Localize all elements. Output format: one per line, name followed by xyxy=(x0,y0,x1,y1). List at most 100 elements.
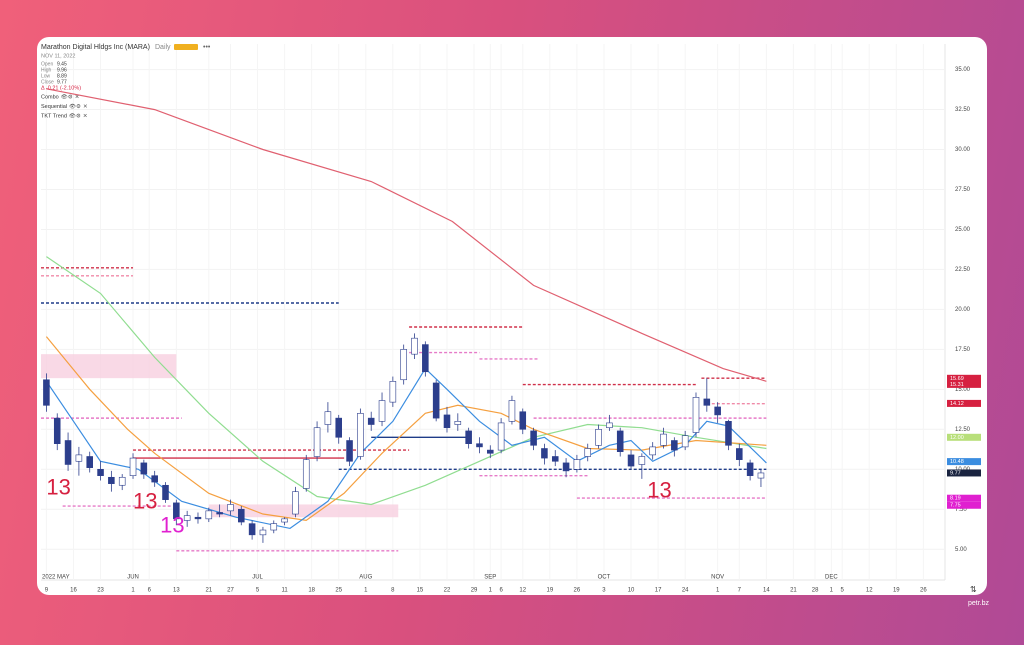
annotation: 13 xyxy=(46,474,70,499)
ohlc-value: 9.96 xyxy=(57,67,67,73)
indicator-icon[interactable]: 👁 xyxy=(61,93,68,100)
x-tick-label: 1 xyxy=(830,588,834,594)
chart: Marathon Digital Hldgs Inc (MARA) Daily … xyxy=(37,37,987,595)
x-tick-label: 26 xyxy=(920,588,927,594)
candle-body xyxy=(86,456,93,468)
x-tick-label: 28 xyxy=(812,588,819,594)
candle-body xyxy=(378,400,386,422)
y-tick-label: 25.00 xyxy=(955,227,971,233)
candle-body xyxy=(367,417,375,425)
x-tick-label: 23 xyxy=(97,588,104,594)
y-tick-label: 20.00 xyxy=(955,307,971,313)
indicator: Combo xyxy=(41,94,59,100)
candle-body xyxy=(703,398,711,406)
x-tick-label: 6 xyxy=(148,588,152,594)
candle-body xyxy=(584,448,592,457)
candle-body xyxy=(638,456,646,465)
x-tick-label: 1 xyxy=(131,588,135,594)
price-tag xyxy=(947,433,981,441)
price-tag xyxy=(947,380,981,388)
candle-body xyxy=(443,414,451,429)
candle-body xyxy=(313,427,321,457)
price-tag-label: 12.00 xyxy=(950,435,964,441)
x-tick-label: 25 xyxy=(335,588,342,594)
indicator-icon[interactable]: ⚙ xyxy=(76,103,81,110)
month-label: JUL xyxy=(252,575,263,581)
y-tick-label: 22.50 xyxy=(955,267,971,273)
ohlc-name: Open xyxy=(41,61,53,67)
indicator-icon[interactable]: ⚙ xyxy=(68,93,73,100)
indicator-icon[interactable]: ✕ xyxy=(83,104,88,110)
candle-body xyxy=(248,523,256,536)
y-tick-label: 17.50 xyxy=(955,347,971,353)
candle-body xyxy=(259,529,267,536)
month-label: SEP xyxy=(484,575,496,581)
month-label: DEC xyxy=(825,575,838,581)
price-tag-label: 14.12 xyxy=(950,401,964,407)
x-tick-label: 19 xyxy=(546,588,553,594)
indicator-icon[interactable]: ⚙ xyxy=(76,112,81,119)
candle-body xyxy=(400,349,407,381)
zone xyxy=(208,504,399,518)
candle-body xyxy=(476,443,483,448)
x-tick-label: 11 xyxy=(281,588,288,594)
x-tick-label: 16 xyxy=(70,588,77,594)
date: NOV 11, 2022 xyxy=(41,53,75,59)
x-tick-label: 13 xyxy=(173,588,180,594)
candle-body xyxy=(541,448,548,459)
month-label: NOV xyxy=(711,575,724,581)
x-tick-label: 8 xyxy=(391,588,395,594)
candle-body xyxy=(530,430,537,446)
candle-body xyxy=(422,344,429,373)
x-tick-label: 26 xyxy=(574,588,581,594)
y-tick-label: 30.00 xyxy=(955,147,971,153)
candle-body xyxy=(324,411,332,425)
price-tag xyxy=(947,469,981,477)
footer: petr.bz xyxy=(968,600,990,607)
candle-body xyxy=(497,422,505,451)
moving-average xyxy=(46,88,767,382)
candle-body xyxy=(281,518,288,523)
candle-body xyxy=(757,472,765,479)
candle-body xyxy=(660,433,667,446)
x-tick-label: 1 xyxy=(716,588,720,594)
chart-title: Marathon Digital Hldgs Inc (MARA) xyxy=(41,44,150,51)
candle-body xyxy=(432,382,440,419)
ohlc-value: 9.45 xyxy=(57,61,67,67)
y-tick-label: 27.50 xyxy=(955,187,971,193)
candle-body xyxy=(519,411,527,430)
indicator-icon[interactable]: 👁 xyxy=(69,112,76,119)
price-tag xyxy=(947,501,981,509)
indicator-icon[interactable]: 👁 xyxy=(69,103,76,110)
scale-toggle[interactable]: ⇅ xyxy=(970,585,977,594)
x-tick-label: 5 xyxy=(840,588,844,594)
candle-body xyxy=(746,462,754,476)
candle-body xyxy=(129,457,137,476)
candle-body xyxy=(508,400,516,422)
y-tick-label: 7.50 xyxy=(955,507,967,513)
ohlc-name: Low xyxy=(41,73,51,79)
x-tick-label: 29 xyxy=(471,588,478,594)
candle-body xyxy=(692,397,700,433)
x-tick-label: 12 xyxy=(519,588,526,594)
ohlc-name: High xyxy=(41,67,52,73)
candle-body xyxy=(595,429,602,446)
indicator-icon[interactable]: ✕ xyxy=(75,94,80,100)
x-tick-label: 21 xyxy=(790,588,797,594)
y-tick-label: 32.50 xyxy=(955,107,971,113)
candle-body xyxy=(606,422,613,429)
indicator-icon[interactable]: ✕ xyxy=(83,113,88,119)
candle-body xyxy=(389,381,397,403)
candle-body xyxy=(357,413,364,457)
x-tick-label: 1 xyxy=(489,588,493,594)
candle-body xyxy=(194,516,202,520)
price-tag xyxy=(947,374,981,382)
y-tick-label: 35.00 xyxy=(955,67,971,73)
candle-body xyxy=(487,449,494,454)
candle-body xyxy=(64,440,72,465)
price-tag xyxy=(947,494,981,502)
candle-body xyxy=(43,379,50,406)
menu-dots: ••• xyxy=(203,44,211,51)
candle-body xyxy=(562,462,570,472)
grid xyxy=(41,44,945,580)
